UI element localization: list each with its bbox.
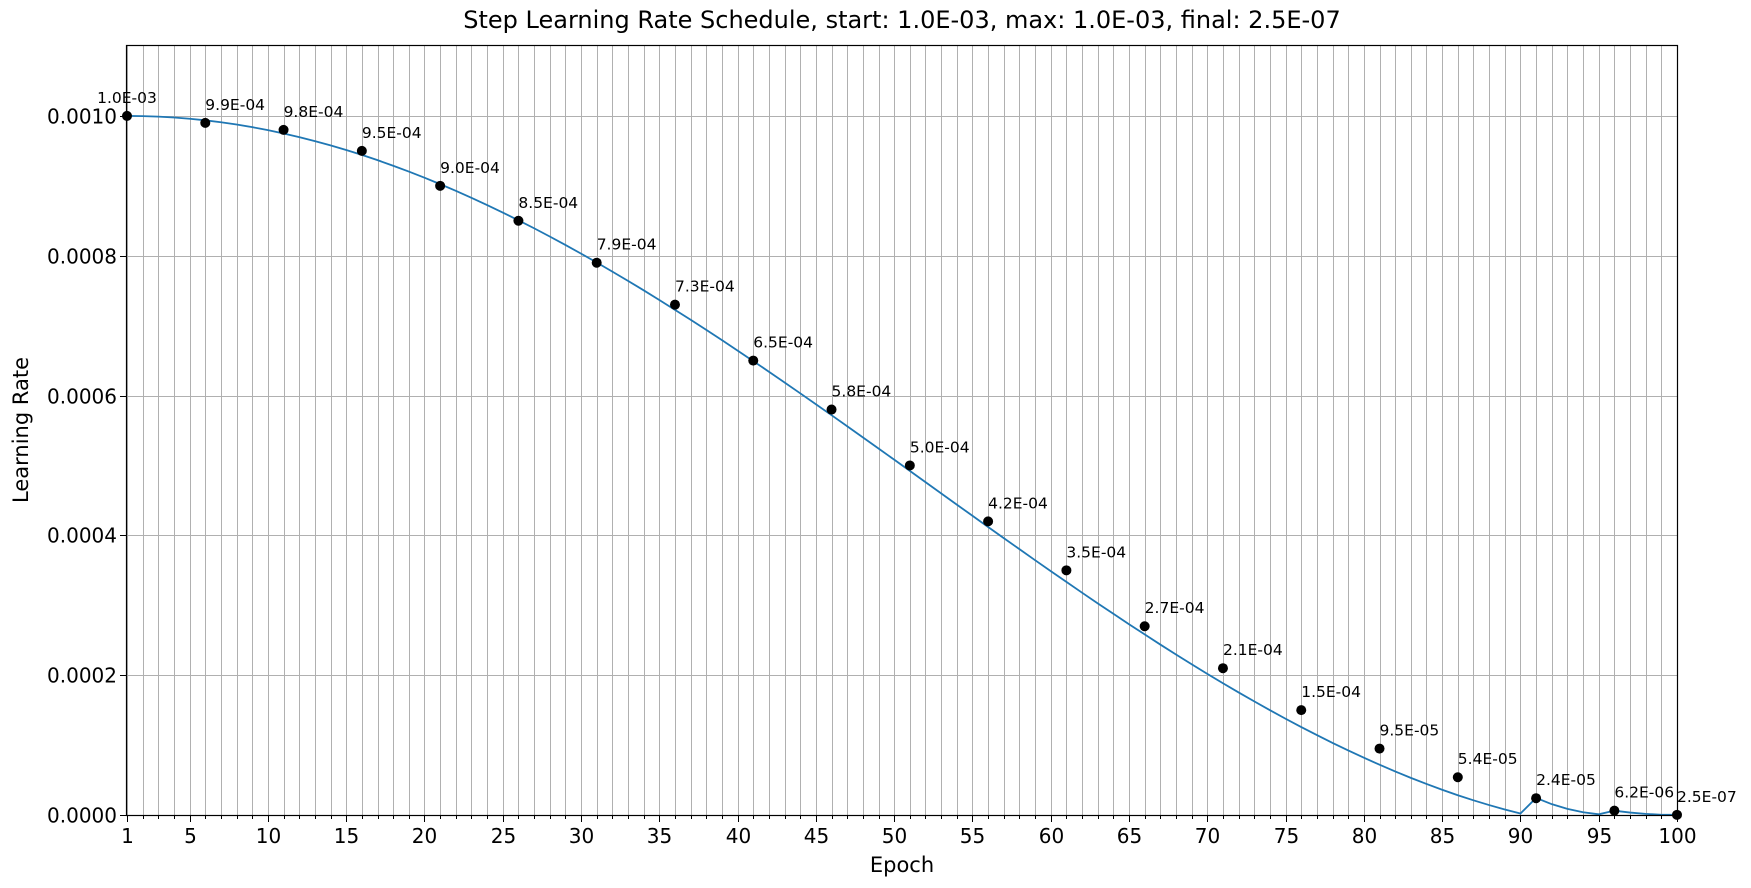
data-label: 7.3E-04 — [675, 278, 735, 296]
x-tick-label: 90 — [1508, 824, 1533, 848]
data-label: 2.5E-07 — [1677, 788, 1737, 806]
x-tick-label: 55 — [960, 824, 985, 848]
grid — [127, 46, 1678, 816]
x-tick-label: 80 — [1352, 824, 1377, 848]
y-axis-label: Learning Rate — [9, 357, 33, 503]
data-label: 4.2E-04 — [988, 494, 1048, 512]
data-point — [1531, 793, 1542, 804]
x-tick-label: 10 — [256, 824, 281, 848]
y-tick-label: 0.0000 — [47, 804, 117, 828]
data-point — [1139, 621, 1150, 632]
data-point — [513, 215, 524, 226]
data-point — [669, 299, 680, 310]
data-point — [200, 117, 211, 128]
y-tick-label: 0.0002 — [47, 664, 117, 688]
x-tick-label: 75 — [1274, 824, 1299, 848]
x-tick-label: 65 — [1117, 824, 1142, 848]
y-tick-label: 0.0010 — [47, 105, 117, 129]
x-tick-label: 60 — [1039, 824, 1064, 848]
data-point — [1217, 663, 1228, 674]
y-tick-label: 0.0006 — [47, 385, 117, 409]
data-label: 9.9E-04 — [205, 96, 265, 114]
data-point — [1452, 772, 1463, 783]
x-tick-label: 5 — [184, 824, 197, 848]
data-label: 2.4E-05 — [1536, 771, 1596, 789]
chart-title: Step Learning Rate Schedule, start: 1.0E… — [463, 6, 1340, 34]
x-tick-label: 70 — [1195, 824, 1220, 848]
data-label: 5.8E-04 — [832, 383, 892, 401]
plot-frame — [125, 44, 1679, 817]
lr-curve — [126, 115, 1678, 816]
x-axis: 1 5 10 15 20 25 30 35 40 45 50 55 60 65 70 75 80 85 90 95 10… — [121, 815, 1697, 848]
data-label-layer: 1.0E-03 9.9E-04 9.8E-049.5E-049.0E-048.5E-… — [97, 89, 1737, 806]
data-label: 8.5E-04 — [518, 194, 578, 212]
data-label: 3.5E-04 — [1066, 543, 1126, 561]
data-label: 5.0E-04 — [910, 438, 970, 456]
data-point — [1609, 805, 1620, 816]
data-point — [983, 516, 994, 527]
x-tick-label: 100 — [1658, 824, 1696, 848]
data-label: 6.2E-06 — [1614, 784, 1674, 802]
data-point — [904, 460, 915, 471]
data-label: 9.0E-04 — [440, 159, 500, 177]
data-label: 2.7E-04 — [1145, 599, 1205, 617]
marker-layer — [122, 110, 1682, 820]
x-tick-label: 1 — [121, 824, 134, 848]
x-tick-label: 50 — [882, 824, 907, 848]
x-tick-label: 30 — [569, 824, 594, 848]
x-tick-label: 20 — [412, 824, 437, 848]
x-tick-label: 45 — [804, 824, 829, 848]
data-label: 9.5E-04 — [362, 124, 422, 142]
x-tick-label: 25 — [491, 824, 516, 848]
data-point — [591, 257, 602, 268]
data-point — [748, 355, 759, 366]
data-label: 6.5E-04 — [753, 334, 813, 352]
y-tick-label: 0.0008 — [47, 245, 117, 269]
data-point — [278, 124, 289, 135]
x-tick-label: 85 — [1430, 824, 1455, 848]
data-label: 2.1E-04 — [1223, 641, 1283, 659]
data-point — [356, 145, 367, 156]
x-tick-label: 40 — [726, 824, 751, 848]
line-layer — [126, 115, 1678, 816]
data-point — [826, 404, 837, 415]
y-tick-label: 0.0004 — [47, 524, 117, 548]
data-point — [1374, 743, 1385, 754]
data-point — [1061, 565, 1072, 576]
data-label: 1.5E-04 — [1301, 683, 1361, 701]
x-tick-label: 95 — [1587, 824, 1612, 848]
data-label: 9.5E-05 — [1380, 722, 1440, 740]
data-point — [1296, 705, 1307, 716]
x-tick-label: 35 — [647, 824, 672, 848]
data-label: 7.9E-04 — [597, 236, 657, 254]
x-axis-label: Epoch — [870, 853, 934, 877]
data-label: 9.8E-04 — [284, 103, 344, 121]
x-tick-label: 15 — [334, 824, 359, 848]
y-axis: 0.0000 0.0002 0.0004 0.0006 0.0008 0.0010 — [47, 105, 127, 828]
data-point — [435, 180, 446, 191]
data-label: 5.4E-05 — [1458, 750, 1518, 768]
